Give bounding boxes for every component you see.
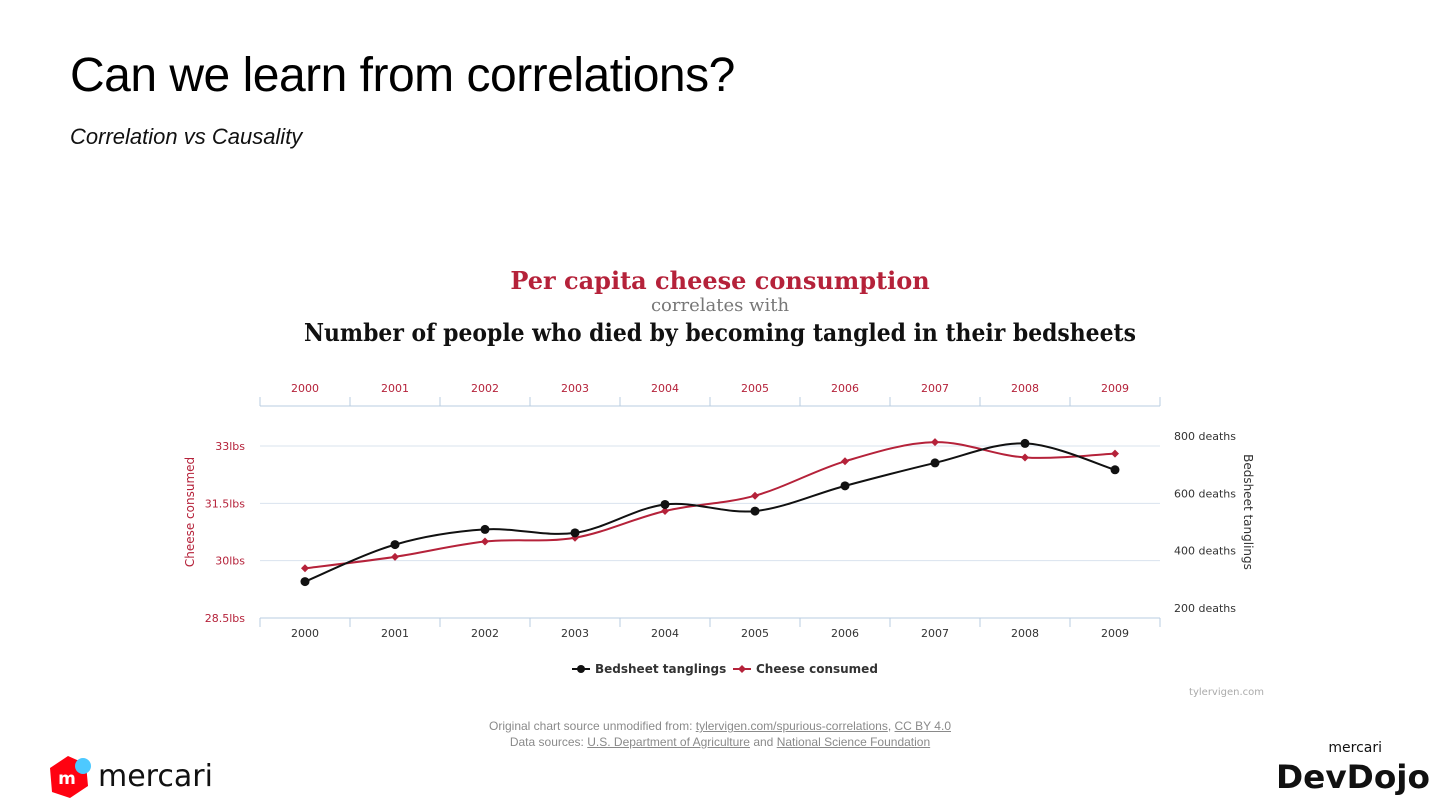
right-tick-label: 800 deaths: [1174, 430, 1236, 443]
legend-marker: [738, 665, 746, 673]
legend-label: Bedsheet tanglings: [595, 662, 726, 676]
top-year-label: 2007: [921, 382, 949, 395]
credits-and: and: [753, 735, 774, 749]
left-tick-label: 30lbs: [215, 555, 245, 568]
bottom-year-label: 2002: [471, 627, 499, 640]
left-axis-label: Cheese consumed: [183, 457, 197, 567]
left-tick-label: 33lbs: [215, 440, 245, 453]
data-point: [480, 524, 490, 534]
top-year-label: 2009: [1101, 382, 1129, 395]
bottom-year-label: 2009: [1101, 627, 1129, 640]
bottom-year-label: 2005: [741, 627, 769, 640]
slide-title: Can we learn from correlations?: [70, 49, 735, 102]
slide-subtitle: Correlation vs Causality: [70, 124, 303, 149]
usda-link[interactable]: U.S. Department of Agriculture: [587, 735, 750, 749]
chart: Per capita cheese consumption correlates…: [183, 266, 1264, 698]
data-point: [840, 481, 850, 491]
data-point: [570, 528, 580, 538]
mercari-logo-icon: m: [50, 756, 91, 798]
top-year-label: 2008: [1011, 382, 1039, 395]
mercari-logo-mark: m: [58, 769, 76, 789]
data-point: [930, 458, 940, 468]
bottom-year-label: 2004: [651, 627, 679, 640]
left-tick-label: 28.5lbs: [205, 612, 246, 625]
devdojo-logo: mercari DevDojo: [1276, 740, 1430, 796]
data-sources-prefix: Data sources:: [509, 735, 584, 749]
data-point: [931, 438, 939, 447]
data-point: [750, 506, 760, 516]
chart-legend: Bedsheet tanglings Cheese consumed: [572, 662, 878, 676]
data-point: [481, 537, 489, 546]
data-point: [300, 577, 310, 587]
mercari-logo-text: mercari: [98, 759, 213, 794]
left-tick-label: 31.5lbs: [205, 497, 246, 510]
chart-subtitle: Number of people who died by becoming ta…: [304, 318, 1136, 347]
legend-label: Cheese consumed: [756, 662, 878, 676]
credits-data-sources: Data sources: U.S. Department of Agricul…: [0, 735, 1440, 749]
data-point: [1111, 449, 1119, 458]
top-year-label: 2005: [741, 382, 769, 395]
devdojo-logo-main: DevDojo: [1276, 758, 1430, 796]
top-year-label: 2002: [471, 382, 499, 395]
top-year-label: 2001: [381, 382, 409, 395]
data-point: [301, 564, 309, 573]
data-point: [661, 506, 669, 515]
series-line-bedsheet: [304, 442, 1116, 583]
top-year-label: 2000: [291, 382, 319, 395]
chart-lines: [300, 438, 1120, 587]
credits-prefix: Original chart source unmodified from:: [488, 719, 693, 733]
right-tick-label: 200 deaths: [1174, 602, 1236, 615]
chart-connector: correlates with: [651, 295, 790, 316]
right-tick-label: 600 deaths: [1174, 487, 1236, 500]
mercari-logo: m mercari: [50, 756, 213, 798]
chart-title: Per capita cheese consumption: [510, 266, 929, 295]
bottom-year-label: 2001: [381, 627, 409, 640]
data-point: [751, 491, 759, 500]
top-year-label: 2004: [651, 382, 679, 395]
bottom-year-label: 2006: [831, 627, 859, 640]
data-point: [390, 540, 400, 550]
data-point: [1110, 465, 1120, 475]
top-year-label: 2003: [561, 382, 589, 395]
data-point: [841, 457, 849, 466]
credits-separator: ,: [887, 719, 892, 733]
right-axis-label: Bedsheet tanglings: [1241, 454, 1255, 570]
bottom-year-label: 2000: [291, 627, 319, 640]
data-point: [1020, 438, 1030, 448]
bottom-year-label: 2003: [561, 627, 589, 640]
source-link[interactable]: tylervigen.com/spurious-correlations: [695, 719, 888, 733]
legend-marker: [577, 665, 585, 673]
bottom-year-label: 2007: [921, 627, 949, 640]
bottom-year-label: 2008: [1011, 627, 1039, 640]
watermark: tylervigen.com: [1189, 687, 1264, 698]
data-point: [660, 499, 670, 509]
data-point: [391, 552, 399, 561]
license-link[interactable]: CC BY 4.0: [894, 719, 951, 733]
devdojo-logo-top: mercari: [1328, 740, 1382, 756]
chart-axes: 28.5lbs 200 deaths 30lbs 400 deaths 31.5lbs 6…: [205, 382, 1237, 640]
right-tick-label: 400 deaths: [1174, 545, 1236, 558]
series-line-cheese: [304, 441, 1116, 570]
credits-source: Original chart source unmodified from: t…: [0, 719, 1440, 733]
data-point: [1021, 453, 1029, 462]
top-year-label: 2006: [831, 382, 859, 395]
nsf-link[interactable]: National Science Foundation: [776, 735, 931, 749]
